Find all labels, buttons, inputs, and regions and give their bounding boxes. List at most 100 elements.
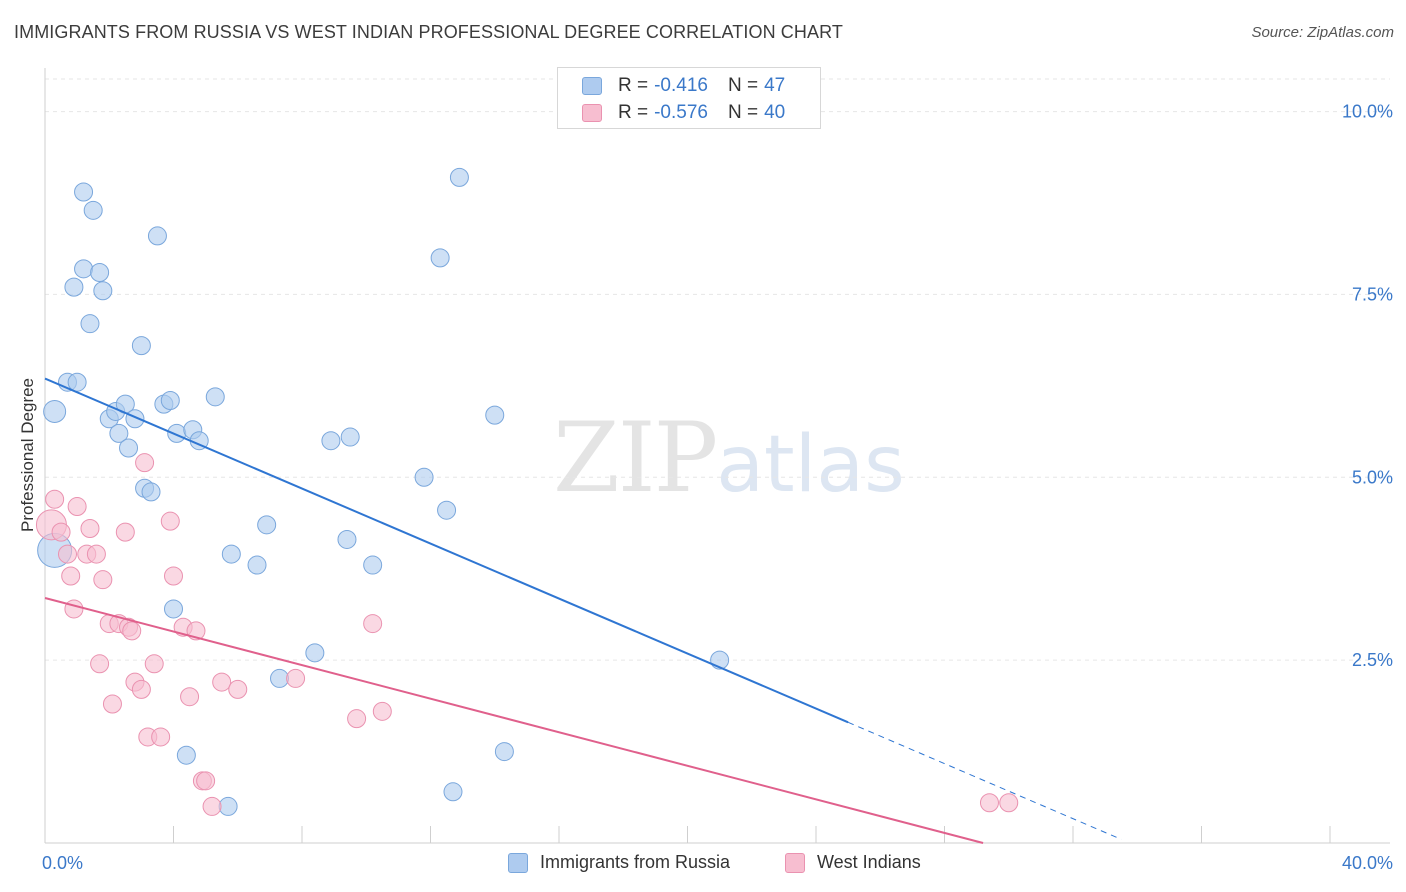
stats-legend: R = -0.416 N = 47 R = -0.576 N = 40 <box>557 67 821 129</box>
point-russia <box>485 405 505 425</box>
point-westindians <box>86 544 106 564</box>
point-westindians <box>122 621 142 641</box>
legend-n-label: N = <box>727 102 759 123</box>
point-westindians <box>372 701 392 721</box>
point-westindians <box>151 727 171 747</box>
y-tick-label: 7.5% <box>1352 284 1393 304</box>
point-russia <box>131 336 151 356</box>
watermark-zip: ZIP <box>553 402 718 514</box>
point-westindians <box>363 614 383 634</box>
point-westindians <box>160 511 180 531</box>
point-russia <box>363 555 383 575</box>
bottom-legend-westindians: West Indians <box>785 852 921 873</box>
point-westindians <box>90 654 110 674</box>
point-russia <box>270 668 290 688</box>
chart-title: IMMIGRANTS FROM RUSSIA VS WEST INDIAN PR… <box>14 22 843 42</box>
trendline-westindians <box>44 597 984 844</box>
point-russia <box>64 277 84 297</box>
point-russia <box>449 167 469 187</box>
y-tick-label: 2.5% <box>1352 650 1393 670</box>
legend-n-value: 40 <box>764 102 786 123</box>
point-westindians <box>61 566 81 586</box>
point-russia <box>80 314 100 334</box>
point-westindians <box>999 793 1019 813</box>
point-russia <box>218 796 238 816</box>
point-russia <box>340 427 360 447</box>
point-russia <box>90 262 110 282</box>
point-westindians <box>202 796 222 816</box>
legend-n-label: N = <box>727 75 759 96</box>
y-axis-label: Professional Degree <box>18 377 37 533</box>
point-westindians <box>144 654 164 674</box>
point-russia <box>164 599 183 619</box>
point-russia <box>93 281 113 301</box>
point-westindians <box>979 793 999 813</box>
point-westindians <box>115 522 135 542</box>
point-russia <box>257 515 277 535</box>
point-russia <box>443 782 463 802</box>
trendline-russia-extension <box>847 721 1122 840</box>
point-russia <box>176 745 196 765</box>
point-westindians <box>67 497 87 517</box>
point-russia <box>430 248 450 268</box>
point-russia <box>205 387 225 407</box>
point-westindians <box>286 668 306 688</box>
legend-n-value: 47 <box>764 75 786 96</box>
legend-r-label: R = <box>618 75 649 96</box>
point-russia <box>147 226 167 246</box>
legend-swatch-russia <box>582 77 602 95</box>
point-russia <box>160 390 180 410</box>
point-westindians <box>57 544 77 564</box>
y-tick-label: 10.0% <box>1342 102 1393 122</box>
point-westindians <box>131 679 151 699</box>
point-russia <box>247 555 267 575</box>
point-russia <box>109 423 129 443</box>
legend-r-value: -0.416 <box>654 75 708 96</box>
point-westindians <box>45 489 65 509</box>
x-tick-label: 0.0% <box>42 853 83 873</box>
point-russia <box>119 438 139 458</box>
point-russia <box>74 259 94 279</box>
x-tick-label: 40.0% <box>1342 853 1393 873</box>
watermark-atlas: atlas <box>716 420 905 510</box>
point-russia <box>414 467 434 487</box>
point-westindians <box>347 709 367 729</box>
point-westindians <box>64 599 84 619</box>
point-russia <box>337 529 357 549</box>
legend-row-russia: R = -0.416 N = 47 <box>582 74 785 98</box>
point-westindians <box>80 518 100 538</box>
point-westindians <box>93 570 113 590</box>
point-westindians <box>102 694 122 714</box>
bottom-legend-swatch-westindians <box>785 852 805 873</box>
point-westindians <box>180 687 200 707</box>
point-russia <box>437 500 457 520</box>
point-westindians <box>196 771 216 791</box>
legend-swatch-westindians <box>582 104 602 122</box>
source-label: Source: ZipAtlas.com <box>1251 24 1394 41</box>
point-westindians <box>228 679 248 699</box>
point-westindians <box>135 453 155 473</box>
point-russia <box>141 482 161 502</box>
bottom-legend-swatch-russia <box>508 852 528 873</box>
bottom-legend-russia: Immigrants from Russia <box>508 852 730 873</box>
point-russia <box>494 742 514 762</box>
bottom-legend-label-westindians: West Indians <box>817 852 921 872</box>
point-russia <box>167 423 187 443</box>
point-westindians <box>212 672 232 692</box>
trendline-russia <box>44 377 849 724</box>
point-russia <box>43 399 67 423</box>
point-westindians <box>51 522 71 542</box>
bottom-legend-label-russia: Immigrants from Russia <box>540 852 731 872</box>
point-russia <box>305 643 325 663</box>
point-russia <box>67 372 87 392</box>
legend-row-westindians: R = -0.576 N = 40 <box>582 101 785 125</box>
legend-r-value: -0.576 <box>654 102 708 123</box>
point-russia <box>74 182 94 202</box>
point-russia <box>221 544 241 564</box>
watermark: ZIPatlas <box>553 402 905 514</box>
y-tick-label: 5.0% <box>1352 467 1393 487</box>
point-westindians <box>164 566 183 586</box>
point-russia <box>321 431 341 451</box>
point-russia <box>83 200 103 220</box>
